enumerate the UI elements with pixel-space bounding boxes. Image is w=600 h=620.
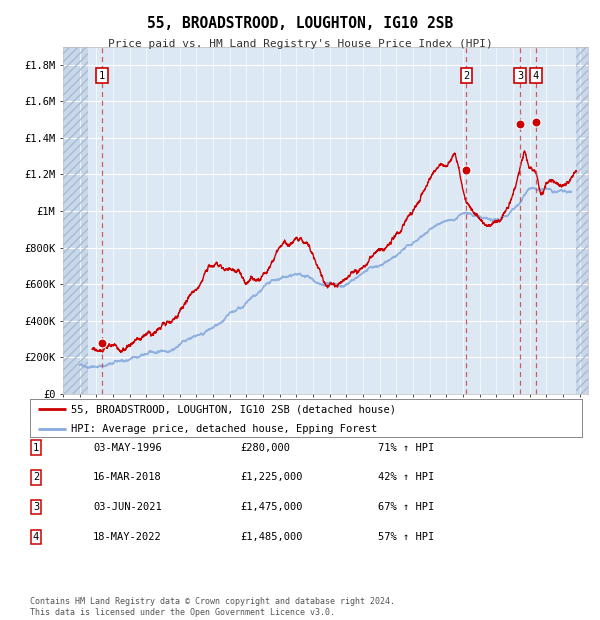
Text: £1,225,000: £1,225,000	[240, 472, 302, 482]
Text: Price paid vs. HM Land Registry's House Price Index (HPI): Price paid vs. HM Land Registry's House …	[107, 39, 493, 49]
Text: 55, BROADSTROOD, LOUGHTON, IG10 2SB: 55, BROADSTROOD, LOUGHTON, IG10 2SB	[147, 16, 453, 30]
Text: 16-MAR-2018: 16-MAR-2018	[93, 472, 162, 482]
Text: 4: 4	[33, 532, 39, 542]
Text: 2: 2	[33, 472, 39, 482]
Text: 55, BROADSTROOD, LOUGHTON, IG10 2SB (detached house): 55, BROADSTROOD, LOUGHTON, IG10 2SB (det…	[71, 404, 397, 414]
Text: 1: 1	[33, 443, 39, 453]
Text: 67% ↑ HPI: 67% ↑ HPI	[378, 502, 434, 512]
Text: 03-JUN-2021: 03-JUN-2021	[93, 502, 162, 512]
Text: 1: 1	[99, 71, 105, 81]
Bar	[575, 46, 588, 394]
Text: 71% ↑ HPI: 71% ↑ HPI	[378, 443, 434, 453]
Bar	[575, 46, 588, 394]
Text: 4: 4	[533, 71, 539, 81]
Text: 03-MAY-1996: 03-MAY-1996	[93, 443, 162, 453]
Bar	[63, 46, 88, 394]
Text: £280,000: £280,000	[240, 443, 290, 453]
Text: 18-MAY-2022: 18-MAY-2022	[93, 532, 162, 542]
Text: 57% ↑ HPI: 57% ↑ HPI	[378, 532, 434, 542]
Text: 42% ↑ HPI: 42% ↑ HPI	[378, 472, 434, 482]
Text: £1,485,000: £1,485,000	[240, 532, 302, 542]
Text: Contains HM Land Registry data © Crown copyright and database right 2024.
This d: Contains HM Land Registry data © Crown c…	[30, 598, 395, 617]
Text: 2: 2	[463, 71, 469, 81]
Text: 3: 3	[33, 502, 39, 512]
Text: £1,475,000: £1,475,000	[240, 502, 302, 512]
Text: 3: 3	[517, 71, 523, 81]
Text: HPI: Average price, detached house, Epping Forest: HPI: Average price, detached house, Eppi…	[71, 423, 377, 433]
Bar	[63, 46, 88, 394]
